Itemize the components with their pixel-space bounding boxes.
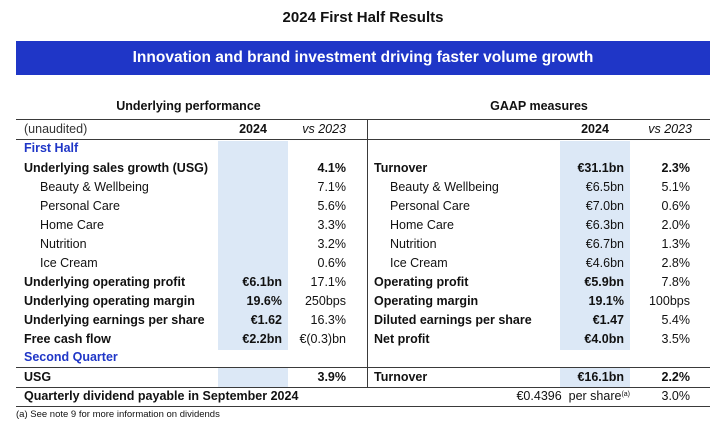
underlying-row-vs: 7.1% — [317, 180, 347, 194]
gaap-row-label: Operating profit — [374, 275, 469, 289]
underlying-row-value — [218, 235, 282, 254]
underlying-row-value: €6.1bn — [242, 275, 282, 289]
second-quarter-label: Second Quarter — [24, 350, 118, 364]
gaap-row-vs: 1.3% — [661, 237, 691, 251]
footnote: (a) See note 9 for more information on d… — [16, 409, 220, 420]
gaap-measures-title: GAAP measures — [490, 99, 588, 113]
underlying-performance-title: Underlying performance — [116, 99, 261, 113]
underlying-row-label: Underlying operating profit — [24, 275, 186, 289]
left-year-header: 2024 — [239, 122, 267, 136]
gaap-row-vs: 0.6% — [661, 199, 691, 213]
q2-right-value: €16.1bn — [577, 370, 624, 384]
gaap-row-value: €4.6bn — [585, 256, 624, 270]
unaudited-label: (unaudited) — [24, 122, 88, 136]
left-vs-header: vs 2023 — [302, 122, 346, 136]
underlying-row-value — [218, 197, 282, 216]
underlying-row-label: Home Care — [40, 218, 104, 232]
gaap-row-vs: 2.3% — [661, 161, 691, 175]
gaap-row-vs: 3.5% — [661, 332, 691, 346]
dividend-value: €0.4396 — [516, 389, 562, 403]
gaap-row-vs: 5.1% — [661, 180, 691, 194]
underlying-row-label: Personal Care — [40, 199, 120, 213]
gaap-row-label: Ice Cream — [390, 256, 448, 270]
right-q2-shade — [560, 368, 630, 387]
underlying-row-value — [218, 178, 282, 197]
gaap-row-value: 19.1% — [588, 294, 624, 308]
q2-left-label: USG — [24, 370, 52, 384]
underlying-row-label: Free cash flow — [24, 332, 111, 346]
underlying-row-vs: 3.3% — [317, 218, 347, 232]
right-2024-column-shade — [560, 141, 630, 350]
left-2024-column-shade — [218, 141, 288, 350]
first-half-label: First Half — [24, 141, 79, 155]
underlying-row-value — [218, 159, 282, 178]
underlying-row-value: €1.62 — [250, 313, 282, 327]
gaap-row-vs: 2.0% — [661, 218, 691, 232]
gaap-row-label: Operating margin — [374, 294, 479, 308]
gaap-row-label: Beauty & Wellbeing — [390, 180, 499, 194]
column-divider — [367, 119, 368, 387]
gaap-row-value: €6.3bn — [585, 218, 624, 232]
underlying-row-vs: 17.1% — [310, 275, 346, 289]
underlying-row-label: Underlying sales growth (USG) — [24, 161, 209, 175]
underlying-row-vs: 0.6% — [317, 256, 347, 270]
underlying-row-vs: 4.1% — [317, 161, 347, 175]
gaap-row-vs: 5.4% — [661, 313, 691, 327]
gaap-row-label: Diluted earnings per share — [374, 313, 532, 327]
dividend-per-share: per share — [568, 389, 622, 403]
gaap-row-label: Net profit — [374, 332, 430, 346]
underlying-row-vs: 5.6% — [317, 199, 347, 213]
right-year-header: 2024 — [581, 122, 609, 136]
left-q2-shade — [218, 368, 288, 387]
underlying-row-label: Underlying operating margin — [24, 294, 195, 308]
gaap-row-label: Turnover — [374, 161, 428, 175]
q2-left-vs: 3.9% — [317, 370, 347, 384]
gaap-row-vs: 2.8% — [661, 256, 691, 270]
gaap-row-vs: 100bps — [648, 294, 690, 308]
underlying-row-value: 19.6% — [246, 294, 282, 308]
underlying-row-label: Nutrition — [40, 237, 87, 251]
gaap-row-value: €31.1bn — [577, 161, 624, 175]
gaap-row-label: Personal Care — [390, 199, 470, 213]
gaap-row-value: €6.7bn — [585, 237, 624, 251]
gaap-row-value: €4.0bn — [584, 332, 624, 346]
gaap-row-value: €7.0bn — [585, 199, 624, 213]
gaap-row-value: €5.9bn — [584, 275, 624, 289]
q2-right-label: Turnover — [374, 370, 428, 384]
underlying-row-vs: 250bps — [304, 294, 346, 308]
gaap-row-label: Nutrition — [390, 237, 437, 251]
underlying-row-vs: 3.2% — [317, 237, 347, 251]
headline-banner: Innovation and brand investment driving … — [16, 41, 710, 75]
q2-right-vs: 2.2% — [661, 370, 691, 384]
underlying-row-label: Ice Cream — [40, 256, 98, 270]
dividend-bottom-rule — [16, 406, 710, 407]
underlying-row-value: €2.2bn — [242, 332, 282, 346]
dividend-top-rule — [16, 387, 710, 388]
underlying-row-value — [218, 216, 282, 235]
gaap-row-vs: 7.8% — [661, 275, 691, 289]
underlying-row-value — [218, 254, 282, 273]
header-bottom-rule — [16, 139, 710, 140]
right-vs-header: vs 2023 — [648, 122, 692, 136]
underlying-row-label: Beauty & Wellbeing — [40, 180, 149, 194]
underlying-row-label: Underlying earnings per share — [24, 313, 205, 327]
gaap-row-value: €6.5bn — [585, 180, 624, 194]
q2-top-rule — [16, 367, 710, 368]
underlying-row-vs: €(0.3)bn — [299, 332, 346, 346]
dividend-label: Quarterly dividend payable in September … — [24, 389, 299, 403]
page-title: 2024 First Half Results — [282, 9, 444, 26]
header-top-rule — [16, 119, 710, 120]
dividend-note-mark: (a) — [621, 391, 630, 398]
underlying-row-vs: 16.3% — [310, 313, 346, 327]
dividend-vs: 3.0% — [661, 389, 691, 403]
gaap-row-label: Home Care — [390, 218, 454, 232]
dividend-amount: €0.4396 per share(a) — [470, 387, 630, 406]
gaap-row-value: €1.47 — [592, 313, 624, 327]
